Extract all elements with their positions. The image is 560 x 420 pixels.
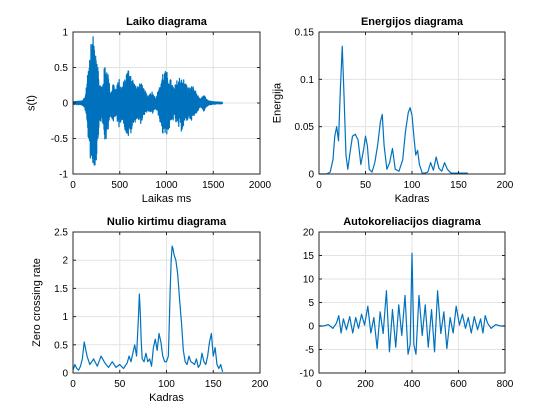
chart-title: Energijos diagrama — [361, 16, 464, 28]
series-line — [319, 45, 468, 175]
x-tick-label: 800 — [497, 379, 514, 390]
x-axis-label: Kadras — [149, 392, 184, 404]
x-tick-label: 100 — [158, 379, 175, 390]
x-tick-label: 0 — [316, 379, 322, 390]
x-tick-label: 1000 — [155, 180, 178, 191]
x-tick-label: 150 — [205, 379, 222, 390]
chart-title: Nulio kirtimu diagrama — [107, 216, 227, 228]
y-tick-label: 1.5 — [54, 284, 68, 295]
x-tick-label: 200 — [497, 180, 514, 191]
y-tick-label: 0 — [308, 322, 314, 333]
y-tick-label: 2.5 — [54, 228, 68, 239]
chart-title: Laiko diagrama — [126, 16, 208, 28]
y-tick-label: 0.1 — [300, 75, 314, 86]
x-tick-label: 100 — [404, 180, 421, 191]
y-axis-label: s(t) — [26, 95, 38, 111]
chart-energijos: 0 50 100 150 200 0 0.05 0.1 0.15 Energijos diagra… — [272, 16, 514, 205]
series-line — [319, 252, 505, 355]
y-tick-label: 20 — [303, 228, 315, 239]
y-tick-label: -0.5 — [51, 134, 69, 145]
y-tick-label: 5 — [308, 298, 314, 309]
chart-laiko: 0 500 1000 1500 2000 -1 -0.5 0 0.5 1 Laiko diagram… — [26, 16, 272, 205]
x-tick-label: 200 — [252, 379, 269, 390]
x-tick-label: 0 — [316, 180, 322, 191]
x-tick-label: 0 — [70, 379, 76, 390]
x-axis-label: Kadras — [395, 193, 430, 205]
chart-title: Autokoreliacijos diagrama — [343, 216, 481, 228]
x-tick-label: 1500 — [202, 180, 225, 191]
y-tick-label: 0.5 — [54, 340, 68, 351]
x-tick-label: 400 — [404, 379, 421, 390]
x-tick-label: 200 — [357, 379, 374, 390]
y-tick-label: 2 — [62, 256, 68, 267]
y-tick-label: -10 — [300, 369, 315, 380]
x-tick-label: 600 — [450, 379, 467, 390]
y-tick-label: 0 — [62, 99, 68, 110]
x-tick-label: 0 — [70, 180, 76, 191]
x-tick-label: 50 — [360, 180, 372, 191]
x-tick-label: 50 — [114, 379, 126, 390]
y-axis-label: Zero crossing rate — [31, 258, 43, 347]
y-tick-label: 0.5 — [54, 63, 68, 74]
y-tick-label: 1 — [62, 28, 68, 39]
x-tick-label: 2000 — [249, 180, 272, 191]
chart-autokoreliacijos: 0 200 400 600 800 -10 -5 0 5 10 15 20 Autokoreliacij… — [300, 216, 514, 390]
chart-nulio: 0 50 100 150 200 0 0.5 1 1.5 2 2.5 Nulio kirtimu di… — [31, 216, 269, 404]
y-tick-label: 10 — [303, 275, 315, 286]
x-axis-label: Laikas ms — [142, 193, 192, 205]
y-tick-label: 0 — [308, 170, 314, 181]
x-tick-label: 500 — [111, 180, 128, 191]
y-tick-label: 1 — [62, 312, 68, 323]
y-tick-label: 0.05 — [295, 122, 315, 133]
y-tick-label: 0 — [62, 369, 68, 380]
x-tick-label: 150 — [450, 180, 467, 191]
series-line — [72, 36, 224, 166]
y-tick-label: 0.15 — [295, 28, 315, 39]
y-tick-label: -5 — [305, 345, 314, 356]
y-tick-label: 15 — [303, 251, 315, 262]
y-tick-label: -1 — [59, 170, 68, 181]
y-axis-label: Energija — [272, 82, 284, 123]
series-line — [72, 245, 224, 373]
